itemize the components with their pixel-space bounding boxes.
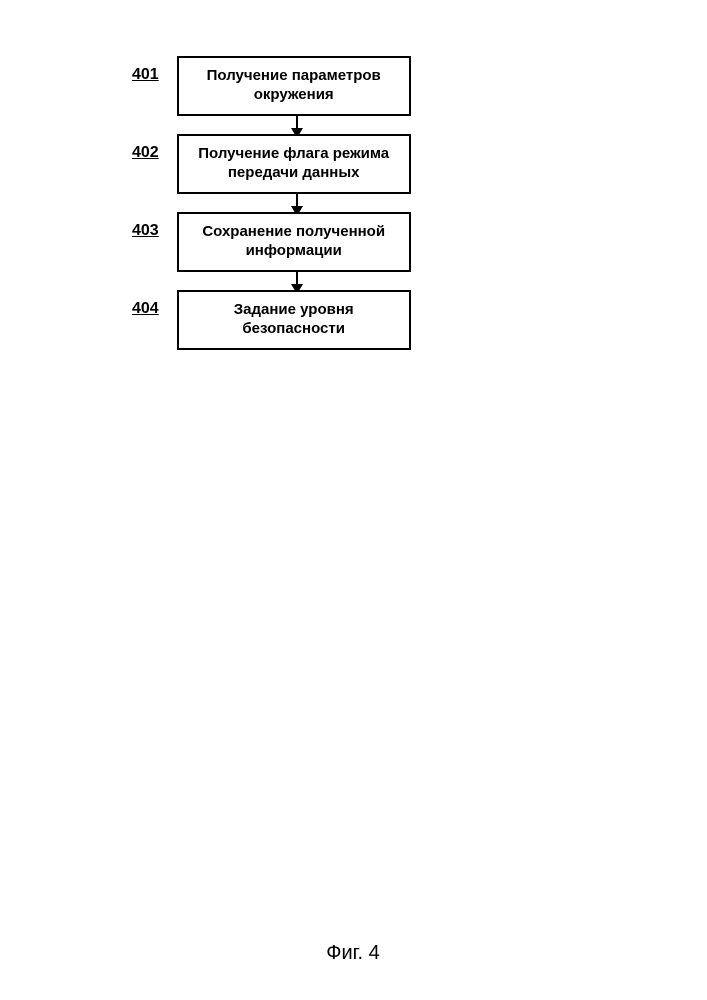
flow-step: 402 Получение флага режима передачи данн… bbox=[132, 134, 411, 194]
flow-box: Получение параметров окружения bbox=[177, 56, 411, 116]
step-number: 404 bbox=[132, 290, 159, 318]
flow-box: Получение флага режима передачи данных bbox=[177, 134, 411, 194]
flowchart-canvas: { "flowchart": { "type": "flowchart", "b… bbox=[0, 0, 707, 1000]
figure-caption: Фиг. 4 bbox=[293, 942, 413, 965]
flow-box: Сохранение полученной информации bbox=[177, 212, 411, 272]
step-number: 402 bbox=[132, 134, 159, 162]
step-number: 403 bbox=[132, 212, 159, 240]
step-number: 401 bbox=[132, 56, 159, 84]
flow-step: 403 Сохранение полученной информации bbox=[132, 212, 411, 272]
flow-step: 404 Задание уровня безопасности bbox=[132, 290, 411, 350]
flow-step: 401 Получение параметров окружения bbox=[132, 56, 411, 116]
flow-box: Задание уровня безопасности bbox=[177, 290, 411, 350]
